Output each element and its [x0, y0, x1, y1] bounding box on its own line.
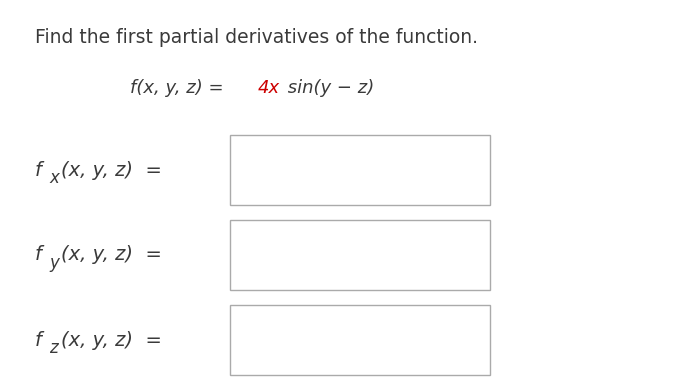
Text: y: y — [49, 254, 59, 272]
FancyBboxPatch shape — [230, 135, 490, 205]
Text: Find the first partial derivatives of the function.: Find the first partial derivatives of th… — [35, 28, 478, 47]
Text: f: f — [35, 331, 42, 350]
Text: sin(y − z): sin(y − z) — [282, 79, 374, 97]
Text: (x, y, z)  =: (x, y, z) = — [61, 161, 168, 180]
Text: x: x — [49, 169, 59, 187]
Text: 4x: 4x — [258, 79, 280, 97]
Text: (x, y, z)  =: (x, y, z) = — [61, 246, 168, 265]
FancyBboxPatch shape — [230, 220, 490, 290]
Text: f: f — [35, 161, 42, 180]
Text: z: z — [49, 339, 57, 357]
Text: (x, y, z)  =: (x, y, z) = — [61, 331, 168, 350]
FancyBboxPatch shape — [230, 305, 490, 375]
Text: f: f — [35, 246, 42, 265]
Text: f(x, y, z) =: f(x, y, z) = — [130, 79, 230, 97]
